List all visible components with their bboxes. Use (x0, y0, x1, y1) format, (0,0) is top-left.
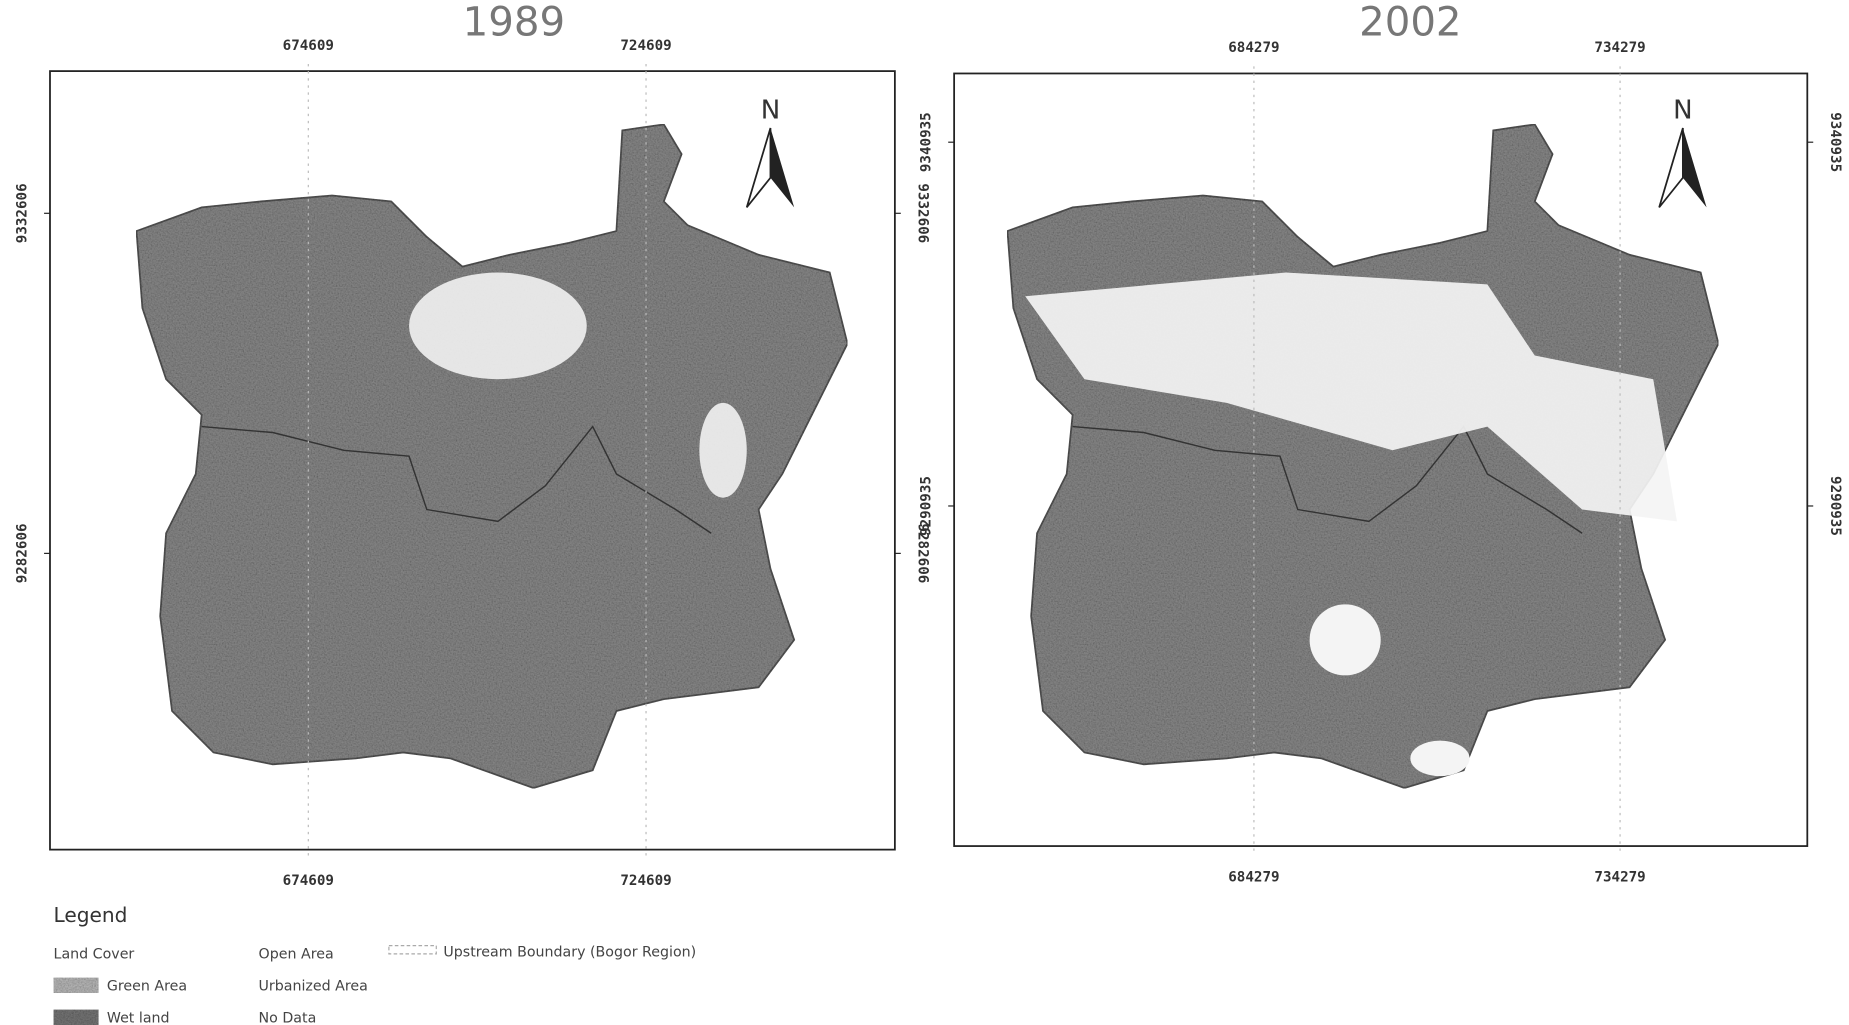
open-area (699, 403, 746, 498)
y-tick-label: 9332606 (14, 183, 30, 243)
north-label: N (1673, 95, 1692, 125)
north-label: N (761, 95, 780, 125)
y-tick-label: 9290935 (1827, 476, 1843, 536)
x-tick-label: 674609 (283, 38, 334, 54)
legend-swatch (54, 1010, 99, 1025)
y-tick-label: 9282606 (14, 523, 30, 583)
x-tick-label: 724609 (620, 873, 671, 889)
open-area (1410, 741, 1469, 777)
open-area (409, 273, 587, 380)
legend-swatch (389, 946, 436, 954)
x-tick-label: 734279 (1594, 870, 1645, 886)
x-tick-label: 684279 (1228, 40, 1279, 56)
legend-swatch (54, 978, 99, 993)
legend-title: Legend (54, 903, 128, 927)
legend-item: Green Area (107, 979, 187, 995)
open-area (1310, 604, 1381, 675)
y-tick-label: 9290935 (918, 476, 934, 536)
x-tick-label: 724609 (620, 38, 671, 54)
x-tick-label: 684279 (1228, 870, 1279, 886)
map-title: 2002 (1359, 0, 1461, 46)
legend-heading: Land Cover (54, 947, 135, 963)
legend-item: Open Area (259, 947, 334, 963)
legend-item: Upstream Boundary (Bogor Region) (443, 944, 696, 960)
legend-item: Urbanized Area (259, 979, 368, 995)
y-tick-label: 9340935 (1827, 112, 1843, 172)
figure: 1989 N 674609 674609 724609 724609 9332606 9332… (0, 0, 1849, 1025)
x-tick-label: 734279 (1594, 40, 1645, 56)
y-tick-label: 9332606 (915, 183, 931, 243)
page: {"maps": [ {"title": "1989", "north": "N… (0, 0, 1849, 1025)
x-tick-label: 674609 (283, 873, 334, 889)
legend-item: No Data (259, 1011, 317, 1025)
y-tick-label: 9340935 (918, 112, 934, 172)
map-title: 1989 (463, 0, 565, 46)
legend-item: Wet land (107, 1011, 170, 1025)
